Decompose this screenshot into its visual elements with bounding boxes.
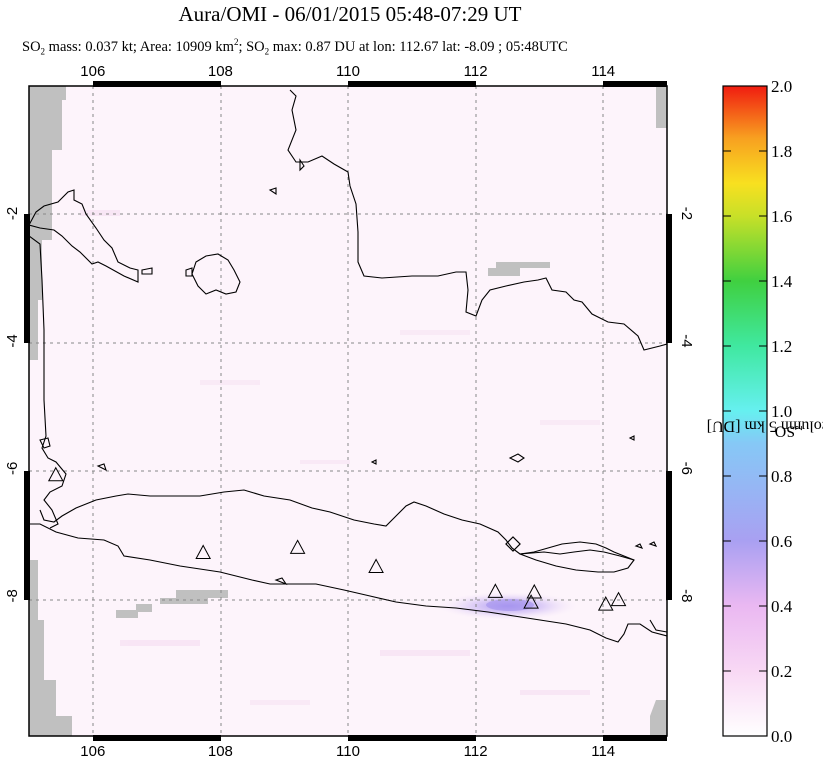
axis-labels: 106 106 108 108 110 110 112 112 114 114 -2 -2 -4 -4 -6… bbox=[4, 63, 695, 759]
frame-ticks bbox=[24, 81, 672, 741]
lon-label-top: 108 bbox=[208, 63, 233, 80]
lon-label-bottom: 110 bbox=[336, 743, 360, 759]
lat-label-right: -8 bbox=[678, 589, 695, 602]
volcano-triangle-icon bbox=[195, 544, 212, 559]
volcano-triangle-icon bbox=[523, 594, 539, 609]
missing-data-strip-south bbox=[116, 590, 228, 618]
island-small-3 bbox=[299, 158, 305, 172]
sumatra-coast bbox=[29, 189, 139, 283]
volcano-triangle-icon bbox=[289, 539, 306, 554]
volcano-triangle-icon bbox=[47, 466, 64, 482]
colorbar-tick-label: 0.4 bbox=[771, 597, 793, 616]
subtitle-max-sub: 2 bbox=[264, 46, 270, 57]
colorbar-tick-label: 2.0 bbox=[771, 77, 792, 96]
map-title: Aura/OMI - 06/01/2015 05:48-07:29 UT bbox=[178, 2, 522, 26]
lon-label-bottom: 106 bbox=[80, 743, 105, 759]
island-small-2 bbox=[141, 267, 153, 275]
lat-label-left: -4 bbox=[4, 334, 21, 347]
bali-coast bbox=[649, 619, 667, 633]
island-small-4 bbox=[268, 187, 277, 196]
gridlines bbox=[29, 86, 667, 736]
colorbar-title-rest: PCA column 5 km [DU] bbox=[706, 417, 823, 435]
colorbar-tick-label: 0.2 bbox=[771, 662, 792, 681]
coastlines bbox=[29, 89, 667, 643]
karimunjawa bbox=[508, 453, 525, 463]
map-subtitle: SO2 mass: 0.037 kt; Area: 10909 km2; SO2… bbox=[22, 37, 568, 57]
java-south-coast bbox=[29, 523, 667, 643]
volcano-triangle-icon bbox=[368, 558, 384, 573]
island-small-9 bbox=[274, 577, 288, 586]
borneo-coast bbox=[287, 89, 667, 351]
missing-data-left-bottom bbox=[29, 560, 72, 736]
bangka-island bbox=[191, 253, 241, 295]
colorbar-tick-label: 1.6 bbox=[771, 207, 792, 226]
missing-data-strip-north bbox=[488, 262, 550, 276]
colorbar-tick-label: 1.0 bbox=[771, 402, 792, 421]
colorbar-tick-label: 1.8 bbox=[771, 142, 792, 161]
missing-data-right-top bbox=[656, 86, 667, 128]
subtitle-km-sup: 2 bbox=[233, 37, 239, 47]
lat-label-right: -2 bbox=[678, 207, 695, 220]
subtitle-so: SO bbox=[22, 38, 41, 55]
lon-label-bottom: 108 bbox=[208, 743, 233, 759]
volcano-markers bbox=[47, 466, 627, 611]
lon-label-bottom: 114 bbox=[591, 743, 615, 759]
volcano-triangle-icon bbox=[526, 583, 543, 599]
colorbar-tick-label: 0.6 bbox=[771, 532, 792, 551]
so2-plume-core bbox=[486, 599, 534, 611]
volcano-triangle-icon bbox=[597, 596, 614, 611]
colorbar-ticks: 0.0 0.2 0.4 0.6 0.8 1.0 1.2 1.4 1.6 1.8 2.0 bbox=[723, 77, 793, 746]
lon-label-top: 110 bbox=[336, 63, 360, 80]
lon-label-top: 114 bbox=[591, 63, 615, 80]
lon-label-top: 106 bbox=[80, 63, 105, 80]
volcano-triangle-icon bbox=[487, 583, 504, 598]
thousand-islands bbox=[96, 463, 107, 472]
island-small-5 bbox=[370, 459, 377, 465]
madura-island bbox=[519, 549, 635, 573]
volcano-triangle-icon bbox=[610, 591, 627, 607]
missing-data-right-bottom bbox=[650, 700, 667, 736]
sumatra-south-coast bbox=[29, 235, 67, 529]
missing-data-left bbox=[29, 86, 66, 360]
lat-label-left: -8 bbox=[4, 589, 21, 602]
colorbar-tick-label: 1.2 bbox=[771, 337, 792, 356]
subtitle-max-prefix: ; SO bbox=[238, 38, 265, 55]
island-small-6 bbox=[628, 435, 635, 441]
krakatau bbox=[39, 437, 51, 449]
lat-label-right: -4 bbox=[678, 334, 695, 347]
lat-label-left: -6 bbox=[4, 462, 21, 475]
island-small-1 bbox=[185, 267, 193, 277]
so2-max-marker bbox=[505, 536, 521, 552]
lon-label-bottom: 112 bbox=[464, 743, 488, 759]
island-small-7 bbox=[634, 543, 644, 549]
lat-label-left: -2 bbox=[4, 207, 21, 220]
java-north-coast bbox=[39, 489, 635, 561]
colorbar-tick-label: 0.8 bbox=[771, 467, 792, 486]
island-small-8 bbox=[648, 541, 658, 547]
lat-label-right: -6 bbox=[678, 462, 695, 475]
subtitle-mass: mass: 0.037 kt; Area: 10909 km bbox=[45, 38, 234, 55]
lon-label-top: 112 bbox=[464, 63, 488, 80]
so2-noise bbox=[80, 210, 600, 705]
colorbar-tick-label: 0.0 bbox=[771, 727, 792, 746]
subtitle-so-sub: 2 bbox=[40, 46, 46, 57]
colorbar-tick-label: 1.4 bbox=[771, 272, 793, 291]
subtitle-max: max: 0.87 DU at lon: 112.67 lat: -8.09 ;… bbox=[269, 38, 568, 55]
